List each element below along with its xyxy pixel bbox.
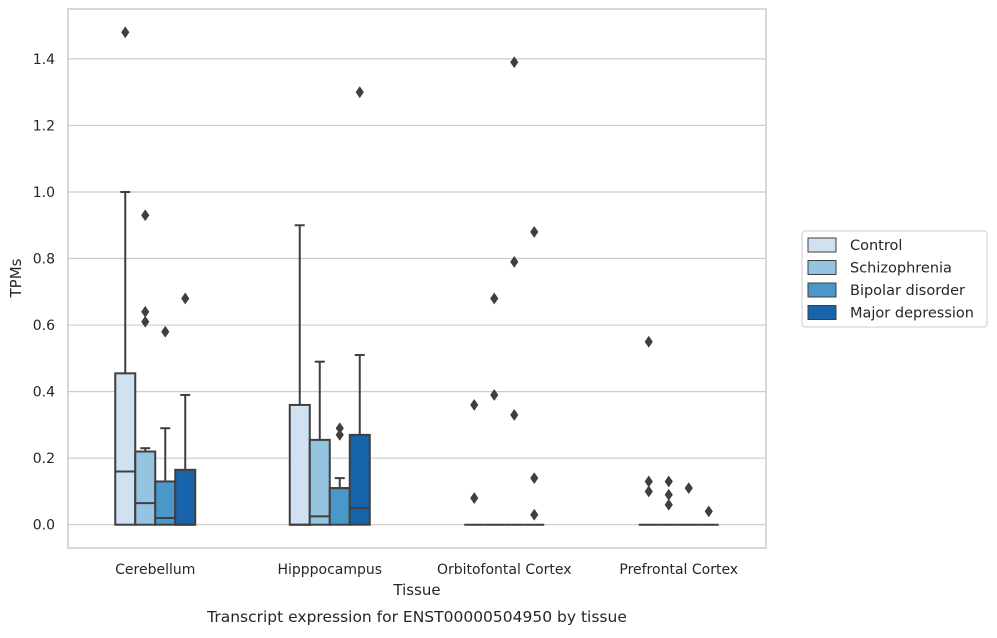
x-tick-label: Hipppocampus	[277, 562, 382, 578]
y-tick-label: 1.4	[33, 52, 55, 68]
box-group	[464, 399, 485, 526]
box-group	[504, 56, 525, 526]
outlier-point	[704, 505, 713, 518]
box-group	[134, 209, 157, 526]
box-group	[484, 292, 505, 526]
box	[134, 450, 157, 526]
box-group	[348, 86, 371, 526]
box-group	[308, 360, 331, 526]
box-group	[328, 422, 351, 526]
legend-swatch	[807, 260, 837, 275]
legend-swatch	[807, 282, 837, 298]
box-layer	[114, 26, 719, 526]
axis-layer: 0.0 0.2 0.4 0.6 0.8 1.0 1.2 1.4 Cerebellum Hipppo…	[33, 8, 767, 578]
legend-label: Bipolar disorder	[850, 283, 965, 299]
box	[288, 403, 311, 526]
box	[348, 433, 371, 526]
outlier-point	[141, 209, 150, 222]
y-tick-label: 0.8	[33, 252, 55, 268]
chart-caption: Transcript expression for ENST0000050495…	[206, 608, 627, 626]
y-tick-label: 0.0	[33, 518, 55, 534]
box-group	[698, 505, 719, 526]
box	[308, 438, 331, 526]
outlier-point	[664, 498, 673, 511]
outlier-point	[181, 292, 190, 305]
outlier-point	[161, 325, 170, 338]
box	[328, 487, 351, 526]
box-group	[114, 26, 137, 526]
box-group	[154, 325, 177, 526]
x-tick-label: Orbitofontal Cortex	[437, 562, 572, 578]
outlier-point	[684, 482, 693, 495]
outlier-point	[530, 508, 539, 521]
legend-label: Control	[850, 238, 902, 254]
outlier-point	[664, 475, 673, 488]
outlier-point	[644, 475, 653, 488]
x-axis-label: Tissue	[392, 581, 440, 599]
x-tick-label: Cerebellum	[115, 562, 195, 578]
outlier-point	[644, 485, 653, 498]
legend-swatch	[807, 305, 837, 320]
legend-frame	[801, 230, 988, 328]
box-group	[658, 475, 679, 526]
legend: Control Schizophrenia Bipolar disorder Majo…	[801, 230, 988, 328]
outlier-point	[530, 226, 539, 238]
outlier-point	[510, 56, 519, 69]
y-tick-label: 0.6	[33, 318, 55, 334]
plot-frame	[67, 8, 767, 549]
outlier-point	[355, 86, 364, 99]
grid-layer	[68, 58, 766, 526]
y-tick-label: 0.4	[33, 385, 55, 401]
outlier-point	[141, 305, 150, 318]
outlier-point	[530, 472, 539, 485]
outlier-point	[664, 488, 673, 501]
outlier-point	[470, 399, 479, 411]
box-group	[524, 226, 545, 526]
x-tick-label: Prefrontal Cortex	[619, 562, 738, 578]
box-group	[174, 292, 197, 526]
box-group	[288, 224, 311, 526]
y-tick-label: 1.2	[33, 118, 55, 134]
outlier-point	[644, 335, 653, 348]
outlier-point	[510, 409, 519, 421]
outlier-point	[490, 389, 499, 401]
legend-swatch	[807, 237, 837, 253]
legend-label: Major depression	[850, 306, 974, 322]
outlier-point	[490, 292, 499, 305]
y-axis-label: TPMs	[7, 258, 25, 298]
y-tick-label: 0.2	[33, 451, 55, 467]
y-tick-label: 1.0	[33, 185, 55, 201]
box-group	[638, 335, 659, 526]
box	[114, 372, 137, 526]
legend-label: Schizophrenia	[850, 261, 952, 277]
outlier-point	[335, 428, 344, 441]
outlier-point	[470, 492, 479, 504]
box-group	[678, 482, 699, 526]
outlier-point	[121, 26, 130, 39]
box	[174, 468, 197, 526]
outlier-point	[141, 315, 150, 328]
outlier-point	[510, 255, 519, 268]
